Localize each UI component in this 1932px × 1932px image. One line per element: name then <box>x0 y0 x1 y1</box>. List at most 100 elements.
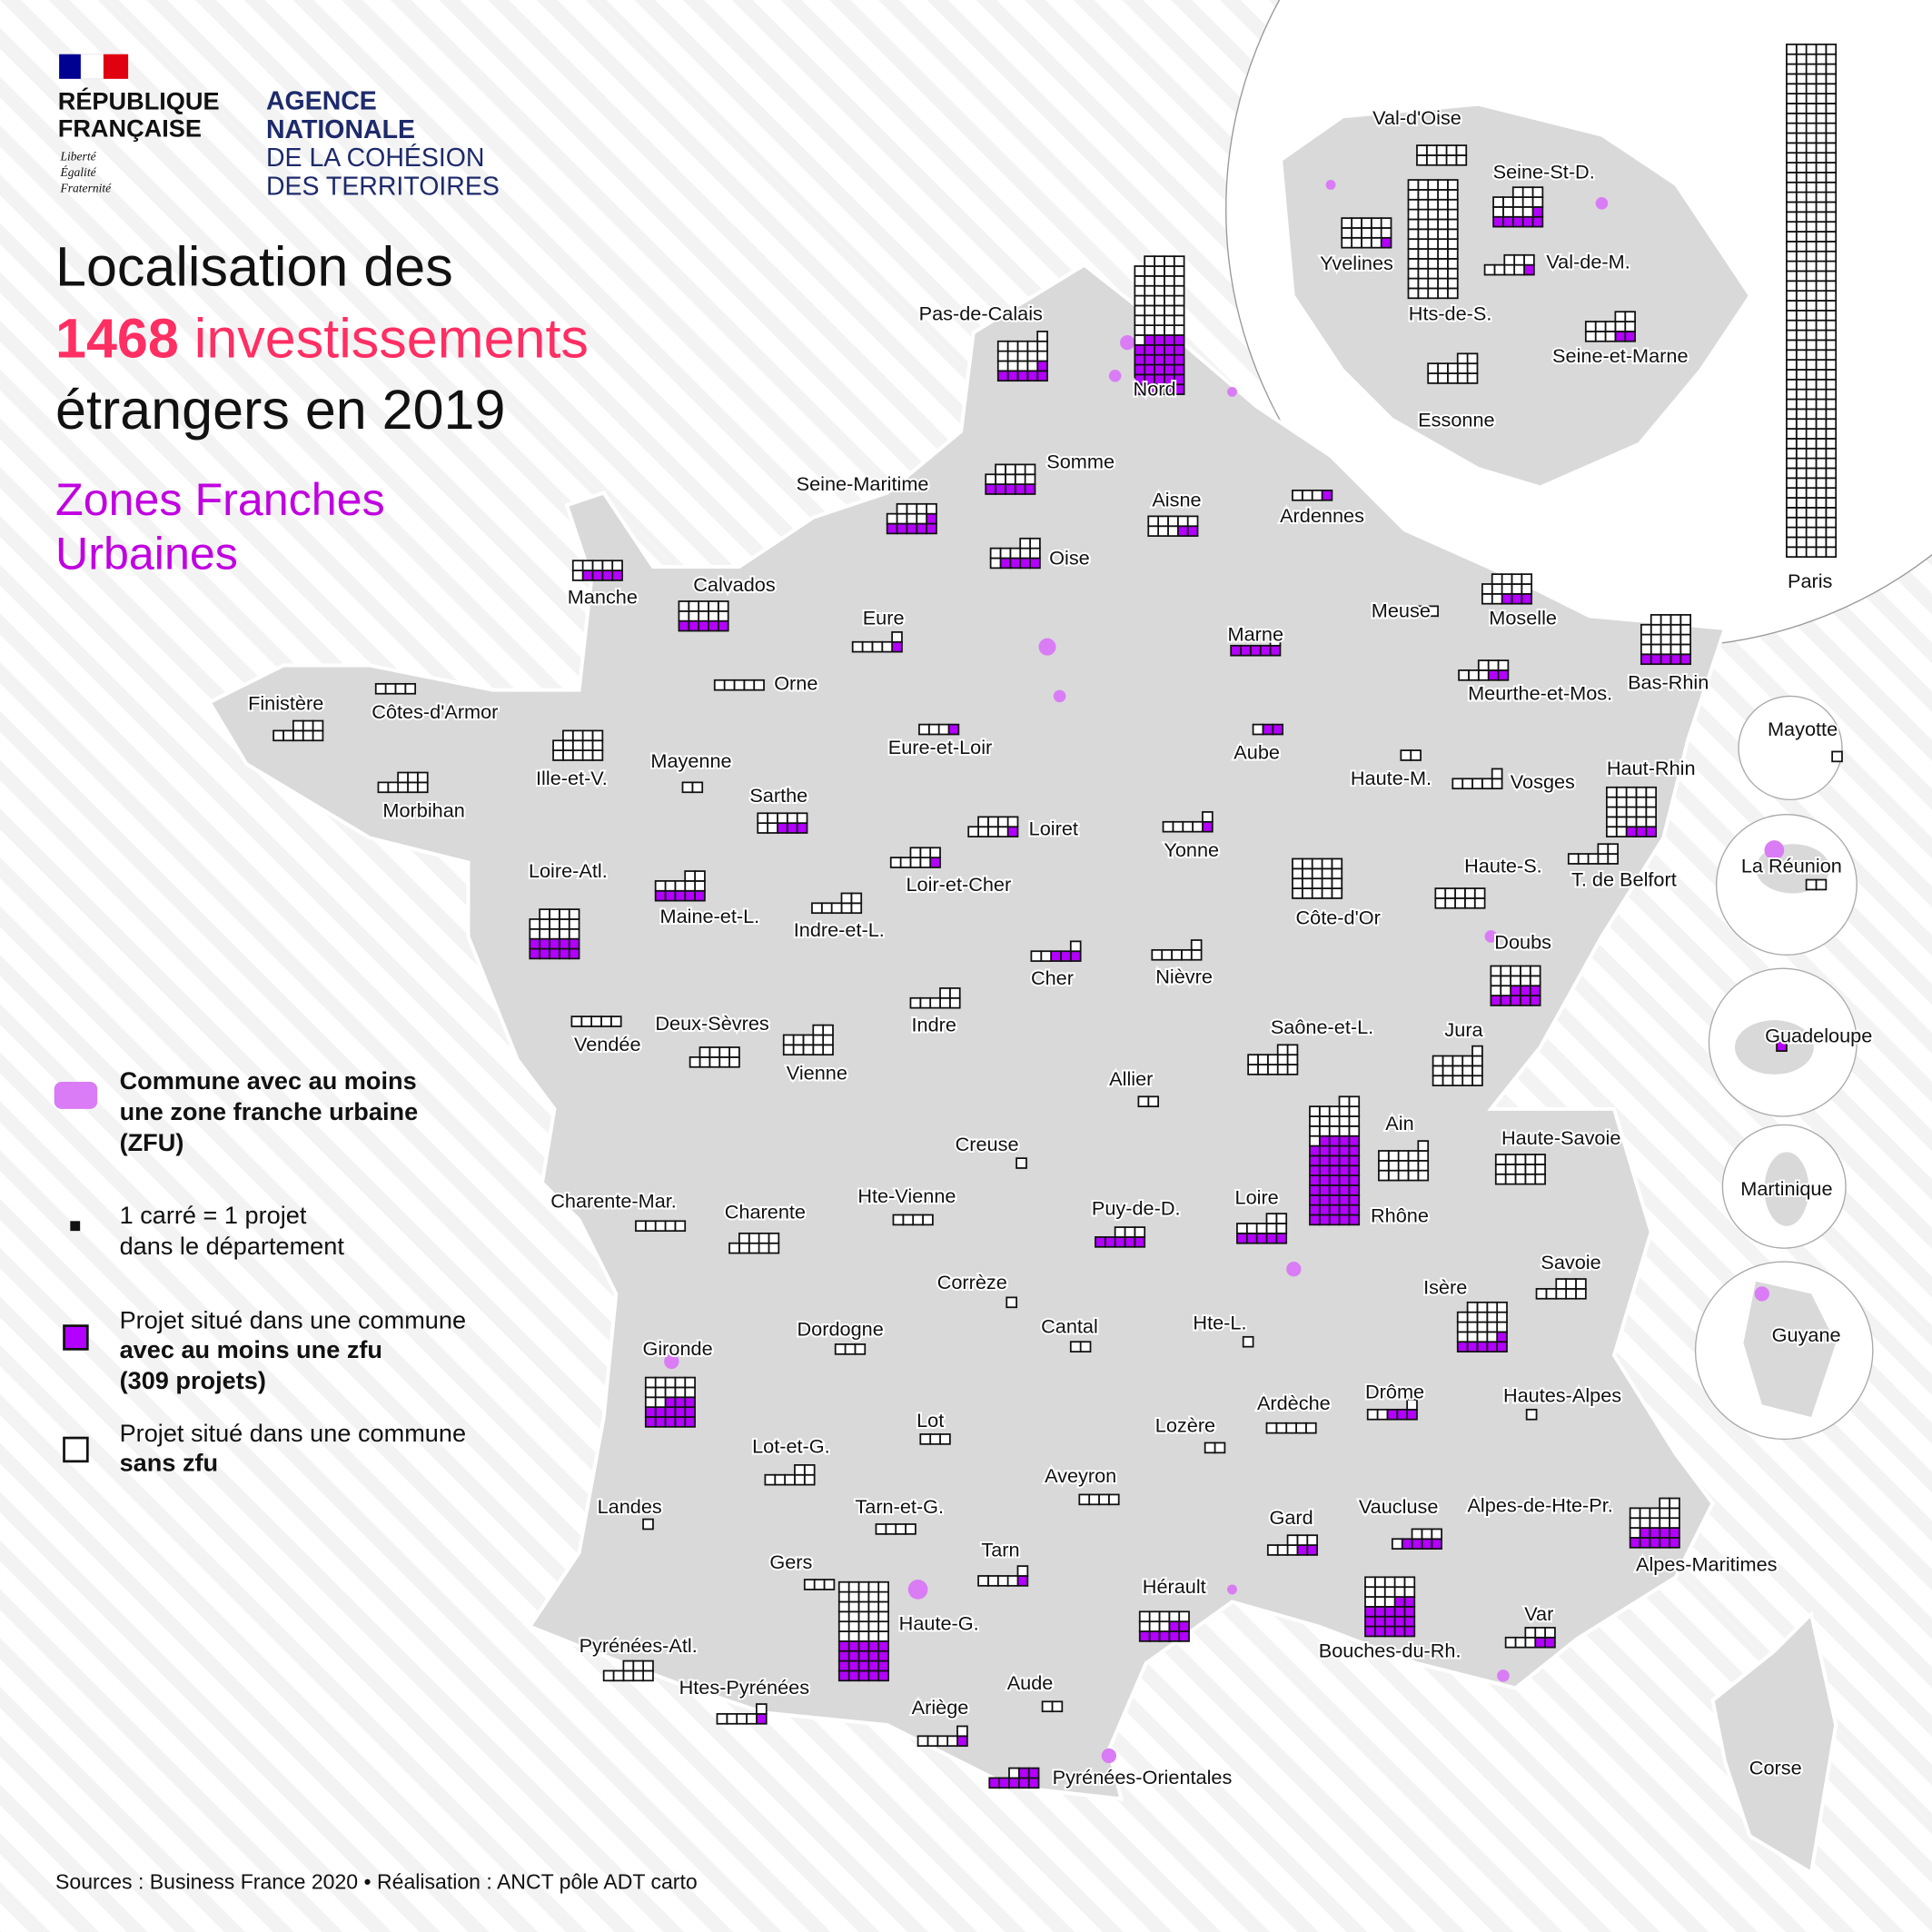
department-charente-mar-: Charente-Mar. <box>549 1187 687 1233</box>
project-square <box>1639 1517 1651 1529</box>
project-square <box>1036 340 1048 352</box>
zfu-project-square <box>1510 985 1521 996</box>
project-square <box>1645 806 1658 818</box>
project-square <box>1348 1115 1361 1127</box>
project-square <box>632 1660 644 1672</box>
project-square <box>1805 260 1818 272</box>
project-square <box>1376 1408 1389 1421</box>
project-square <box>1138 1620 1151 1632</box>
project-square <box>644 1220 657 1233</box>
department-manche: Manche <box>566 560 639 610</box>
project-square <box>1331 867 1343 880</box>
project-square <box>1494 1164 1507 1175</box>
project-square <box>1660 643 1672 656</box>
zfu-project-square <box>708 619 719 632</box>
project-square <box>1607 853 1619 865</box>
project-square <box>1008 1767 1020 1779</box>
department-loire: Loire <box>1233 1184 1288 1244</box>
project-square <box>1466 362 1479 374</box>
project-square <box>1311 490 1323 501</box>
project-square <box>1587 853 1600 865</box>
department-mayenne: Mayenne <box>649 748 734 794</box>
project-square <box>571 739 584 751</box>
project-square <box>1805 231 1818 243</box>
project-square <box>1029 537 1041 550</box>
project-square <box>1805 132 1818 144</box>
project-square <box>757 812 768 825</box>
project-square <box>694 870 706 882</box>
project-square <box>1815 300 1828 312</box>
zfu-project-square <box>1486 1341 1499 1352</box>
department-label: Martinique <box>1740 1177 1832 1200</box>
department-label: Essonne <box>1418 408 1494 431</box>
project-square <box>1504 1164 1517 1175</box>
department-creuse: Creuse <box>954 1131 1027 1169</box>
zfu-project-square <box>1328 1184 1341 1196</box>
project-square <box>1321 857 1333 870</box>
department-label: Alpes-Maritimes <box>1636 1553 1778 1576</box>
department-aveyron: Aveyron <box>1043 1462 1120 1506</box>
zfu-project-square <box>1009 557 1022 570</box>
project-square <box>1615 816 1628 828</box>
project-square <box>1451 1065 1464 1077</box>
department-ain: Ain <box>1378 1110 1430 1182</box>
project-square <box>1529 965 1541 977</box>
project-square <box>1134 334 1146 346</box>
project-square <box>1825 516 1838 529</box>
project-square <box>681 781 694 794</box>
zfu-project-square <box>1164 363 1175 376</box>
zfu-project-square <box>1383 1615 1396 1628</box>
zfu-project-square <box>1500 995 1511 1006</box>
department-label: Ain <box>1385 1112 1413 1134</box>
zfu-project-square <box>1124 1236 1136 1248</box>
project-square <box>1425 144 1438 156</box>
department-label: Isère <box>1423 1275 1467 1298</box>
project-square <box>581 560 594 571</box>
project-square <box>1615 796 1628 808</box>
zfu-project-square <box>1393 1625 1406 1638</box>
project-square <box>1477 659 1490 671</box>
project-square <box>1466 1331 1479 1343</box>
project-square <box>552 739 564 751</box>
project-square <box>1437 287 1449 300</box>
project-square <box>916 512 927 525</box>
zfu-project-square <box>756 1713 768 1725</box>
zfu-project-square <box>1017 1767 1030 1779</box>
project-square <box>1361 227 1372 239</box>
project-square <box>1417 1140 1430 1152</box>
department-hts-de-s-: Hts-de-S. <box>1407 179 1493 327</box>
project-square <box>1805 290 1818 302</box>
project-square <box>1351 227 1362 239</box>
project-square <box>1825 260 1838 272</box>
project-square <box>1486 1301 1499 1313</box>
project-square <box>1786 103 1798 114</box>
department-orne: Orne <box>713 670 819 697</box>
project-square <box>1786 83 1798 94</box>
department-label: Hts-de-S. <box>1409 302 1492 325</box>
project-square <box>1154 314 1165 326</box>
project-square <box>1825 329 1838 342</box>
department-puy-de-d-: Puy-de-D. <box>1090 1194 1183 1248</box>
project-square <box>1825 142 1838 154</box>
zfu-project-square <box>786 822 798 834</box>
department-label: Pyrénées-Atl. <box>580 1634 698 1657</box>
project-square <box>1432 1065 1444 1077</box>
project-square <box>1410 749 1422 761</box>
zfu-project-square <box>1173 343 1185 356</box>
zfu-project-square <box>674 889 687 902</box>
project-square <box>1016 340 1029 352</box>
zfu-project-square <box>1348 1174 1361 1186</box>
department-indre: Indre <box>909 987 961 1037</box>
project-square <box>1266 1544 1279 1556</box>
zfu-project-square <box>1510 995 1521 1006</box>
project-square <box>895 1523 907 1535</box>
project-square <box>768 1232 780 1244</box>
zfu-project-square <box>1476 1341 1489 1352</box>
project-square <box>1669 623 1682 636</box>
project-square <box>1795 152 1808 163</box>
project-square <box>939 1433 951 1445</box>
zfu-project-square <box>1328 1194 1341 1206</box>
project-square <box>1815 240 1828 253</box>
zfu-project-square <box>1134 1236 1146 1248</box>
